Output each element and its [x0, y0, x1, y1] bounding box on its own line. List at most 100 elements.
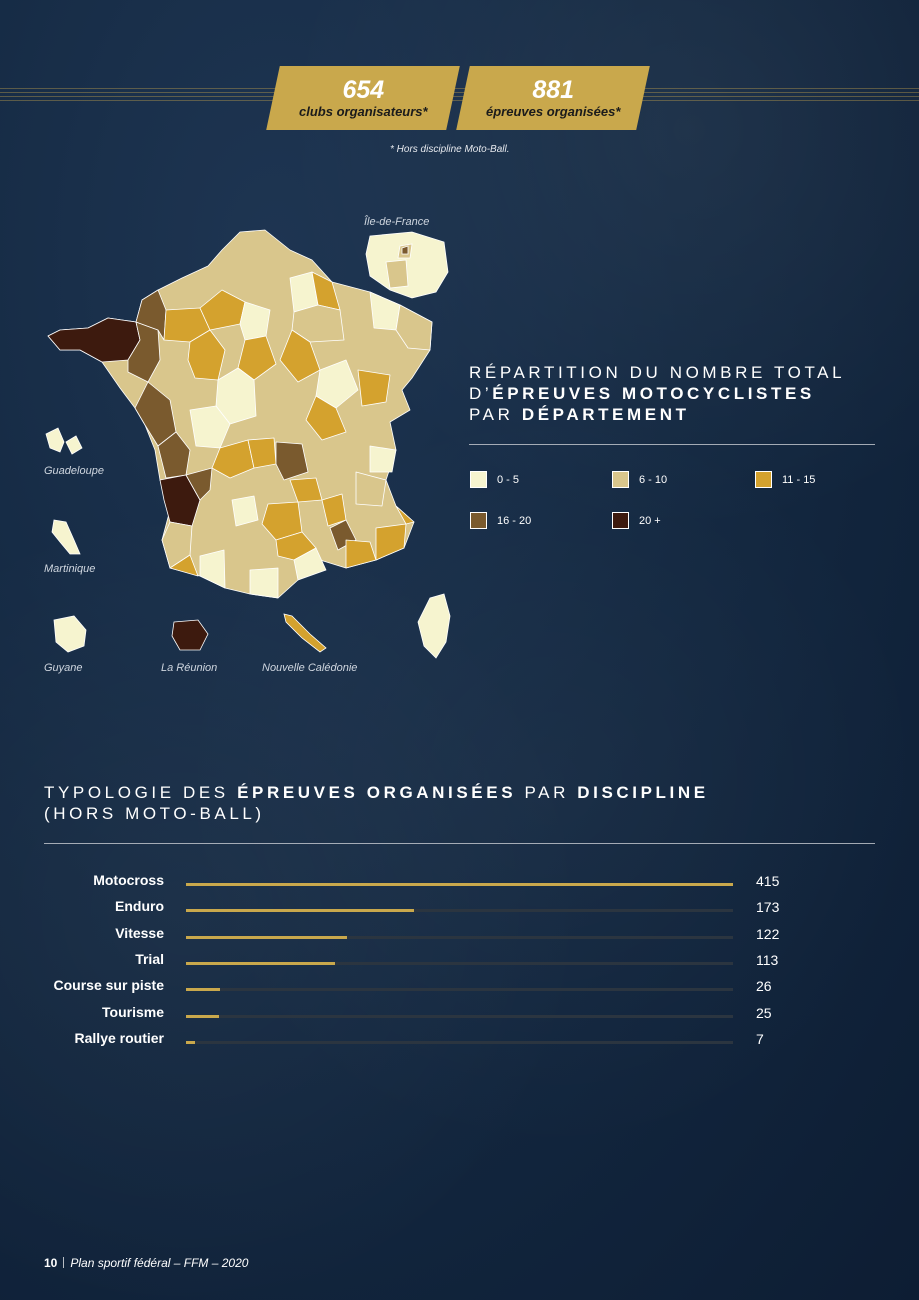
bar-5: [186, 1014, 219, 1018]
legend-item-11-15: 11 - 15: [755, 471, 815, 488]
bar-0: [186, 883, 733, 886]
dept-puy-de-dome: [275, 441, 309, 481]
legend-title-line1: RÉPARTITION DU NOMBRE TOTAL: [469, 363, 846, 382]
banner-stripes: [0, 88, 919, 102]
page-footer: 10 Plan sportif fédéral – FFM – 2020: [44, 1256, 248, 1270]
dept-moselle: [369, 291, 401, 331]
legend-divider: [469, 444, 875, 445]
bar-track-1: [186, 909, 733, 913]
legend-title-line2-bold: ÉPREUVES MOTOCYCLISTES: [492, 384, 815, 403]
idf-dept-1: [385, 259, 409, 289]
legend-swatch: [612, 512, 629, 529]
dept-pyrenees-atl: [169, 554, 199, 577]
chart-title: TYPOLOGIE DES ÉPREUVES ORGANISÉES PAR DI…: [44, 782, 884, 824]
dept-alpes-maritimes: [395, 505, 415, 525]
bar-2: [186, 935, 347, 939]
dept-morbihan: [127, 321, 161, 383]
guadeloupe-shape: [45, 427, 83, 455]
bar-track-4: [186, 988, 733, 992]
bar-track-6: [186, 1040, 733, 1044]
dept-bas-rhin: [395, 304, 433, 351]
chart-title-line1: TYPOLOGIE DES ÉPREUVES ORGANISÉES PAR DI…: [44, 783, 709, 802]
dept-isere: [355, 471, 387, 507]
clubs-stat-badge: 654 clubs organisateurs*: [266, 66, 460, 130]
nouvelle-caledonie-label: Nouvelle Calédonie: [262, 662, 358, 674]
bar-label-2: Vitesse: [115, 924, 164, 941]
legend-title-line2: D’ÉPREUVES MOTOCYCLISTES: [469, 384, 815, 403]
dept-var: [375, 523, 407, 561]
dept-ariege: [199, 549, 226, 589]
footer-text: Plan sportif fédéral – FFM – 2020: [70, 1256, 249, 1270]
france-department-map: [45, 229, 451, 659]
clubs-label: clubs organisateurs*: [298, 104, 428, 119]
epreuves-stat-badge: 881 épreuves organisées*: [456, 66, 650, 130]
bar-label-5: Tourisme: [102, 1003, 164, 1020]
bar-value-5: 25: [756, 1004, 772, 1021]
bar-value-3: 113: [756, 951, 779, 968]
legend-title-line3: PAR DÉPARTEMENT: [469, 405, 690, 424]
dept-haute-vienne: [211, 439, 255, 479]
dept-cote-dor: [315, 359, 359, 409]
nouvelle-caledonie-shape: [283, 613, 327, 653]
reunion-label: La Réunion: [161, 662, 218, 674]
dept-finistere: [47, 317, 141, 363]
bar-value-0: 415: [756, 873, 780, 889]
reunion-shape: [171, 619, 209, 651]
bar-label-4: Course sur piste: [53, 977, 164, 994]
dept-doubs: [357, 369, 391, 407]
guyane-shape: [53, 615, 87, 653]
overseas-territories: [45, 427, 451, 659]
legend-item-6-10: 6 - 10: [612, 471, 667, 488]
bar-track-2: [186, 935, 733, 939]
bar-value-4: 26: [756, 978, 772, 995]
martinique-label: Martinique: [44, 563, 96, 575]
idf-dept-3: [401, 245, 409, 255]
legend-item-0-5: 0 - 5: [470, 471, 519, 488]
metropolitan-france: [47, 229, 433, 599]
legend-swatch: [470, 512, 487, 529]
dept-haute-savoie: [369, 445, 397, 473]
footnote: * Hors discipline Moto-Ball.: [390, 144, 510, 155]
dept-indre: [189, 405, 231, 449]
bar-4: [186, 988, 221, 992]
legend-title-line3-bold: DÉPARTEMENT: [521, 405, 690, 424]
epreuves-label: épreuves organisées*: [485, 104, 621, 119]
chart-subtitle: (HORS MOTO-BALL): [44, 804, 265, 823]
bar-track-0: [186, 883, 733, 886]
map-legend-title: RÉPARTITION DU NOMBRE TOTAL D’ÉPREUVES M…: [469, 362, 879, 425]
legend-swatch: [470, 471, 487, 488]
dept-pyrenees-or: [249, 567, 279, 599]
legend-item-16-20: 16 - 20: [470, 512, 531, 529]
bar-value-2: 122: [756, 925, 780, 942]
chart-divider: [44, 843, 875, 844]
dept-gard: [293, 547, 327, 581]
clubs-count: 654: [342, 76, 384, 104]
dept-saone: [305, 395, 347, 441]
bar-track-5: [186, 1014, 733, 1018]
idf-label: Île-de-France: [364, 216, 430, 228]
corse-shape: [417, 593, 451, 659]
idf-shape: [365, 231, 449, 299]
bar-label-0: Motocross: [93, 872, 164, 888]
bar-3: [186, 961, 335, 965]
dept-loiret: [237, 335, 277, 381]
bar-label-3: Trial: [135, 950, 164, 967]
bar-track-3: [186, 961, 733, 965]
dept-yvelines: [239, 301, 271, 341]
dept-lot: [231, 495, 259, 527]
bar-1: [186, 909, 415, 913]
idf-inset: [365, 231, 449, 299]
bar-6: [186, 1040, 196, 1044]
dept-yonne: [279, 329, 321, 383]
chart-title-bold1: ÉPREUVES ORGANISÉES: [237, 783, 517, 802]
bar-value-6: 7: [756, 1030, 764, 1047]
guyane-label: Guyane: [44, 662, 83, 674]
bar-label-1: Enduro: [115, 898, 164, 915]
page-number: 10: [44, 1256, 58, 1270]
chart-title-bold2: DISCIPLINE: [577, 783, 709, 802]
epreuves-count: 881: [532, 76, 574, 104]
martinique-shape: [51, 519, 81, 555]
guadeloupe-label: Guadeloupe: [44, 465, 104, 477]
bar-label-6: Rallye routier: [74, 1029, 164, 1046]
legend-swatch: [755, 471, 772, 488]
